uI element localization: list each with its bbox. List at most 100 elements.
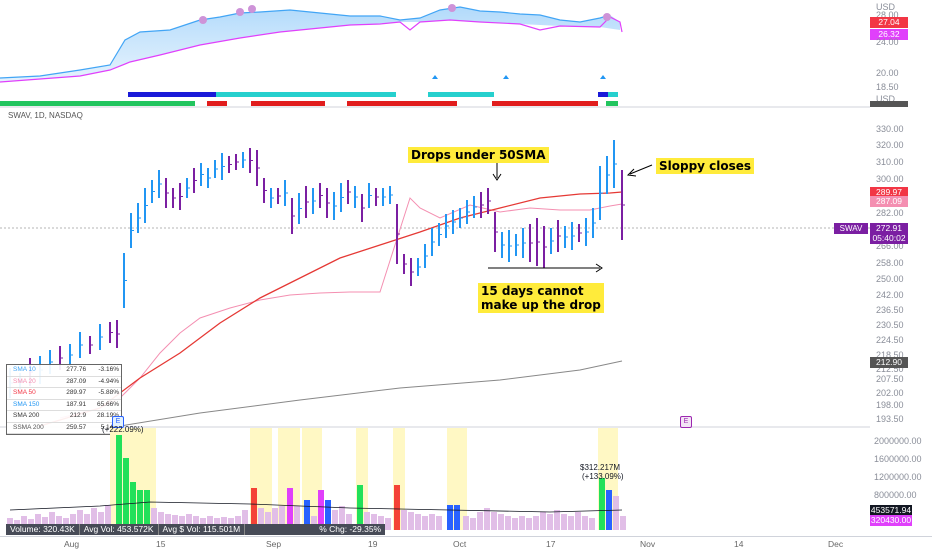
- volume-bar: [279, 506, 285, 530]
- price-tag-sma50: 289.97: [870, 187, 908, 198]
- price-tag-last: 272.91: [870, 223, 908, 234]
- sma50-line: [39, 191, 623, 427]
- volume-bar: [364, 512, 370, 530]
- volume-panel[interactable]: [0, 428, 870, 536]
- volume-status-bar: Volume: 320.43K Avg Vol: 453.572K Avg $ …: [6, 524, 386, 535]
- volume-bar: [158, 512, 164, 530]
- date-label: Sep: [266, 539, 282, 549]
- price-axis-tick: 310.00: [876, 157, 904, 167]
- price-tag-countdown: 05:40:02: [870, 233, 908, 244]
- volume-bar: [130, 482, 136, 530]
- volume-bar: [470, 518, 476, 530]
- volume-bar: [137, 490, 143, 530]
- volume-bar: [318, 490, 324, 530]
- volume-tick: 1600000.00: [874, 454, 922, 464]
- volume-bar: [294, 506, 300, 530]
- volume-bar: [447, 505, 453, 530]
- top-line-blue: [0, 6, 611, 79]
- symbol-price-tag: SWAV: [834, 223, 868, 234]
- volume-bar: [193, 516, 199, 530]
- volume-bar: [454, 505, 460, 530]
- volume-bar: [429, 514, 435, 530]
- volume-bar: [339, 506, 345, 530]
- status-pct-chg: % Chg: -29.35%: [319, 524, 382, 534]
- volume-bar: [21, 516, 27, 530]
- volume-bar: [105, 505, 111, 530]
- volume-bar: [599, 478, 605, 530]
- volume-average-line: [9, 501, 623, 513]
- volume-bar: [98, 512, 104, 530]
- sma-legend-table: SMA 10 277.76 -3.16% SMA 20 287.09 -4.94% SMA …: [6, 364, 122, 435]
- volume-highlight-band: [278, 428, 300, 530]
- volume-bar: [287, 488, 293, 530]
- price-axis-tick: 242.00: [876, 290, 904, 300]
- earnings-marker[interactable]: E: [680, 416, 692, 428]
- volume-bar: [144, 490, 150, 530]
- volume-bar: [251, 488, 257, 530]
- date-label: Nov: [640, 539, 656, 549]
- volume-bar: [505, 516, 511, 530]
- earnings-marker[interactable]: E: [112, 416, 124, 428]
- volume-bar: [49, 512, 55, 530]
- date-label: Oct: [453, 539, 467, 549]
- price-axis-tick: 207.50: [876, 374, 904, 384]
- volume-bar: [371, 514, 377, 530]
- volume-bar: [540, 512, 546, 530]
- volume-bar: [242, 510, 248, 530]
- volume-bar: [554, 510, 560, 530]
- volume-bar: [394, 485, 400, 530]
- volume-bar: [332, 510, 338, 530]
- sma-legend-row: SSMA 200 259.57 5.14%: [7, 423, 121, 434]
- volume-bar: [123, 458, 129, 530]
- annotation-sloppy-closes: Sloppy closes: [656, 158, 755, 174]
- price-axis-tick: 202.00: [876, 388, 904, 398]
- trend-ribbons: [0, 92, 870, 108]
- volume-bar: [42, 517, 48, 530]
- volume-tick: 2000000.00: [874, 436, 922, 446]
- mid-axis-unit: USD: [876, 94, 896, 104]
- price-axis-tick: 236.50: [876, 305, 904, 315]
- price-axis-tick: 212.50: [876, 364, 904, 374]
- volume-bar: [116, 435, 122, 530]
- annotation-arrow-head: [626, 168, 637, 177]
- volume-bar: [272, 508, 278, 530]
- top-axis-tick: 28.00: [876, 10, 899, 20]
- volume-bar: [582, 516, 588, 530]
- volume-bar: [491, 512, 497, 530]
- volume-bar: [186, 514, 192, 530]
- price-chart[interactable]: [0, 108, 870, 428]
- volume-bar: [346, 514, 352, 530]
- top-axis-tick: 20.00: [876, 68, 899, 78]
- price-axis-tick: 258.00: [876, 258, 904, 268]
- top-indicator-panel: [0, 4, 623, 83]
- volume-bar: [70, 514, 76, 530]
- annotation-arrow-head: [595, 263, 603, 273]
- price-tag-sma200: 212.90: [870, 357, 908, 368]
- volume-bar: [498, 514, 504, 530]
- date-label: Dec: [828, 539, 844, 549]
- symbol-label: SWAV, 1D, NASDAQ: [8, 111, 83, 120]
- volume-bar: [165, 514, 171, 530]
- volume-bar: [575, 512, 581, 530]
- price-axis-tick: 300.00: [876, 174, 904, 184]
- top-axis-unit: USD: [876, 2, 896, 12]
- annotation-arrow-head: [492, 173, 502, 181]
- sma-legend-row: SMA 200 212.9 28.19%: [7, 411, 121, 423]
- date-label: 19: [368, 539, 378, 549]
- price-axis-tick: 230.50: [876, 320, 904, 330]
- volume-highlight-band: [447, 428, 467, 530]
- volume-bar: [179, 516, 185, 530]
- volume-bar: [620, 516, 626, 530]
- volume-big-label: $312.217M: [580, 463, 621, 472]
- volume-bar: [568, 516, 574, 530]
- volume-bar: [519, 516, 525, 530]
- volume-bar: [207, 516, 213, 530]
- volume-bar: [77, 510, 83, 530]
- volume-bar: [35, 514, 41, 530]
- date-label: 14: [734, 539, 744, 549]
- sma200-line: [119, 360, 623, 427]
- top-tag-magenta: 26.32: [870, 29, 908, 40]
- volume-bar: [258, 508, 264, 530]
- date-label: 15: [156, 539, 166, 549]
- annotation-drops-under-50sma: Drops under 50SMA: [408, 147, 549, 163]
